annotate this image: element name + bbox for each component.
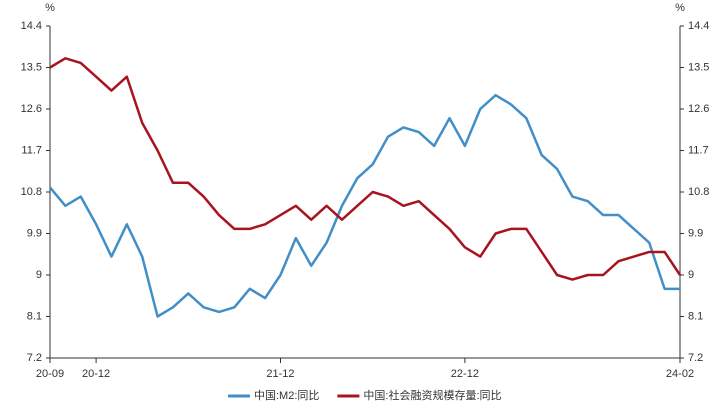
y-tick-label: 10.8 <box>21 186 42 198</box>
y-tick-label: 7.2 <box>27 352 42 364</box>
x-tick-label: 20-09 <box>36 368 64 380</box>
y-unit: % <box>45 2 55 14</box>
y-tick-label: 12.6 <box>21 103 42 115</box>
legend-label: 中国:社会融资规模存量:同比 <box>363 388 501 402</box>
series-line <box>49 93 680 318</box>
y2-tick-label: 12.6 <box>688 103 709 115</box>
y-tick-label: 13.5 <box>21 61 42 73</box>
y-tick-label: 11.7 <box>21 144 42 156</box>
x-tick-label: 24-02 <box>666 368 694 380</box>
y2-tick-label: 11.7 <box>688 144 709 156</box>
y2-unit: % <box>675 2 685 14</box>
y2-tick-label: 8.1 <box>688 310 703 322</box>
y2-tick-label: 10.8 <box>688 186 709 198</box>
y2-tick-label: 9.9 <box>688 227 703 239</box>
y2-tick-label: 14.4 <box>688 20 709 32</box>
series-line <box>49 57 682 281</box>
y-tick-label: 14.4 <box>21 20 42 32</box>
y2-tick-label: 13.5 <box>688 61 709 73</box>
y-tick-label: 8.1 <box>27 310 42 322</box>
y-tick-label: 9 <box>36 269 42 281</box>
y2-tick-label: 9 <box>688 269 694 281</box>
y2-tick-label: 7.2 <box>688 352 703 364</box>
x-tick-label: 20-12 <box>82 368 110 380</box>
x-tick-label: 22-12 <box>451 368 479 380</box>
x-tick-label: 21-12 <box>266 368 294 380</box>
y-tick-label: 9.9 <box>27 227 42 239</box>
legend-label: 中国:M2:同比 <box>254 389 319 402</box>
